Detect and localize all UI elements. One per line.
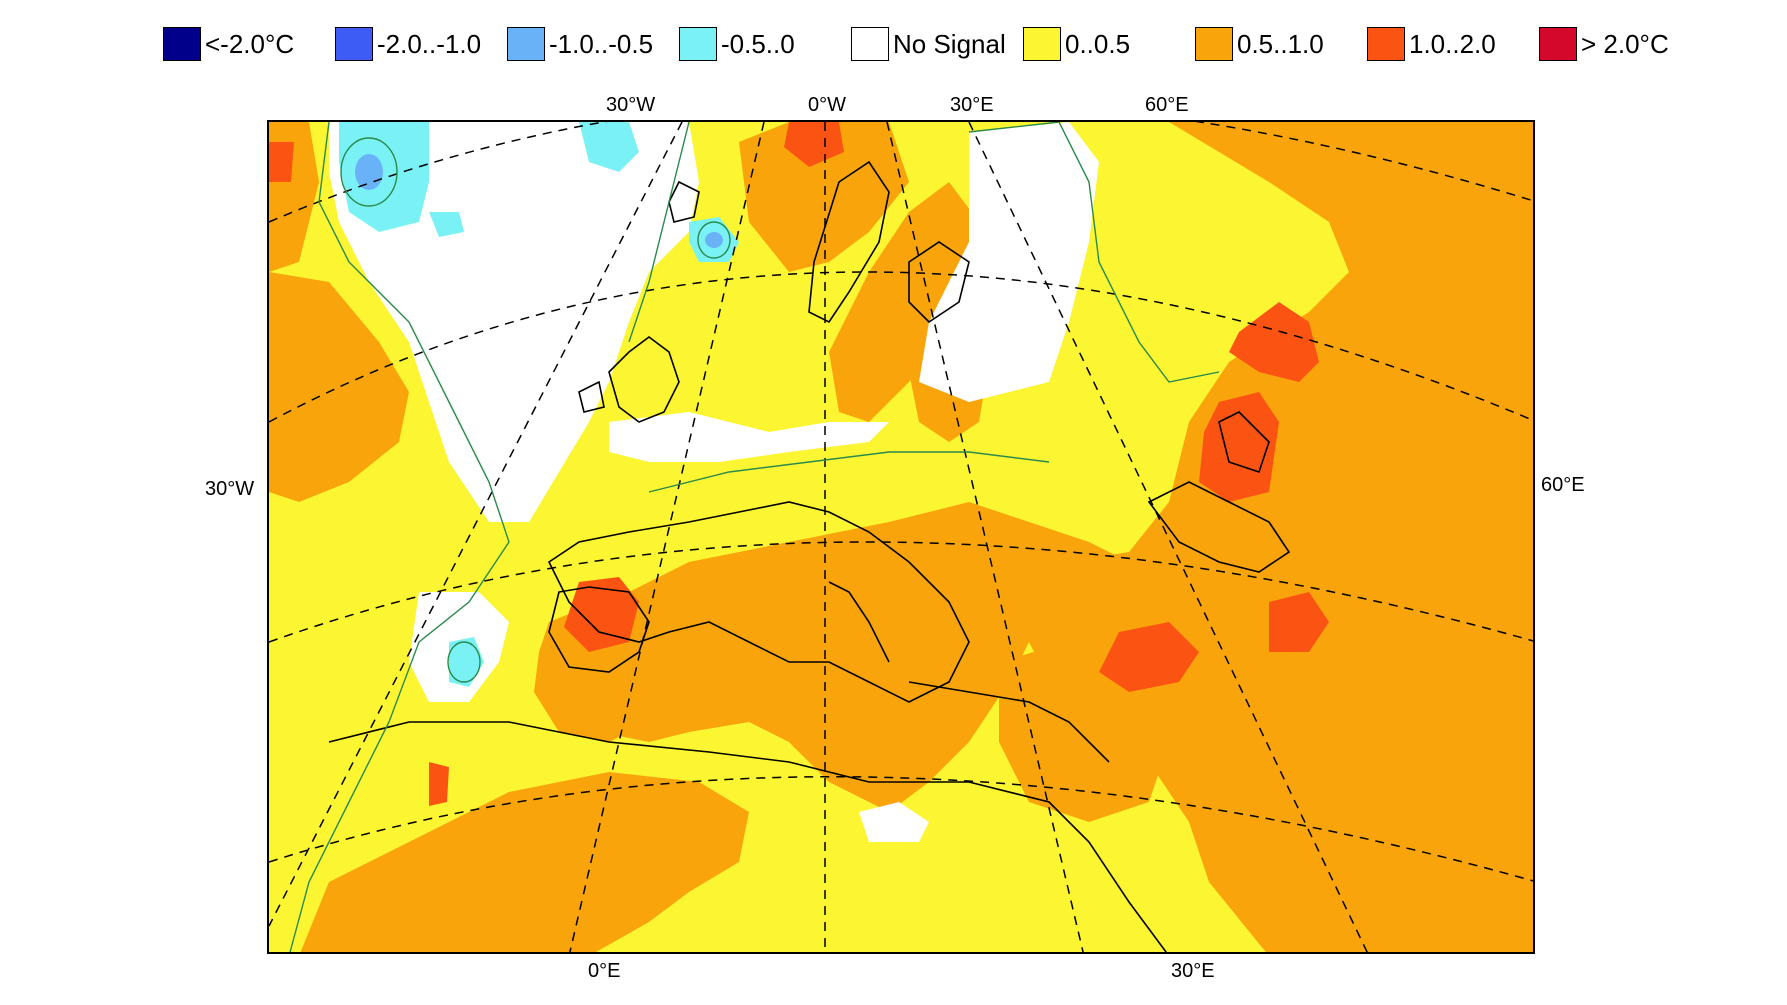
lon-label-0w-top: 0°W: [808, 94, 846, 116]
lat-lon-label-30w-left: 30°W: [205, 478, 255, 500]
legend-label: -0.5..0: [721, 28, 795, 59]
legend-swatch: [1367, 27, 1405, 61]
coastlines: [328, 160, 1291, 952]
legend-item-minus-2-to-minus-1: -2.0..-1.0: [335, 26, 481, 62]
lon-label-30e-top: 30°E: [950, 94, 994, 116]
legend-swatch: [851, 27, 889, 61]
legend-label: 0..0.5: [1065, 28, 1131, 59]
legend-label: -2.0..-1.0: [377, 28, 482, 59]
lon-label-60e-top: 60°E: [1145, 94, 1189, 116]
legend-swatch: [1195, 27, 1233, 61]
legend-label: > 2.0°C: [1581, 28, 1669, 59]
graticule: [269, 122, 1533, 952]
lon-label-30e-bottom: 30°E: [1171, 960, 1215, 982]
map-legend: <-2.0°C -2.0..-1.0 -1.0..-0.5 -0.5..0 No…: [163, 26, 1693, 62]
legend-swatch: [1023, 27, 1061, 61]
legend-swatch: [335, 27, 373, 61]
map-canvas: [269, 122, 1533, 952]
field-no-signal: [329, 122, 1099, 842]
legend-label: No Signal: [893, 28, 1006, 59]
legend-swatch: [679, 27, 717, 61]
legend-item-minus-0-5-to-0: -0.5..0: [679, 26, 795, 62]
legend-item-1-to-2: 1.0..2.0: [1367, 26, 1496, 62]
lon-label-0e-bottom: 0°E: [588, 960, 621, 982]
legend-item-no-signal: No Signal: [851, 26, 1006, 62]
legend-label: 0.5..1.0: [1237, 28, 1324, 59]
legend-label: 1.0..2.0: [1409, 28, 1496, 59]
legend-swatch: [1539, 27, 1577, 61]
legend-label: -1.0..-0.5: [549, 28, 654, 59]
legend-item-lt-minus-2: <-2.0°C: [163, 26, 294, 62]
legend-swatch: [163, 27, 201, 61]
field-1-to-2: [269, 122, 1329, 806]
legend-item-minus-1-to-minus-0-5: -1.0..-0.5: [507, 26, 653, 62]
lon-label-30w-top: 30°W: [606, 94, 656, 116]
legend-label: <-2.0°C: [205, 28, 295, 59]
significance-contours: [289, 122, 1220, 952]
legend-item-gt-2: > 2.0°C: [1539, 26, 1669, 62]
lon-label-60e-right: 60°E: [1541, 474, 1585, 496]
legend-item-0-5-to-1: 0.5..1.0: [1195, 26, 1324, 62]
legend-swatch: [507, 27, 545, 61]
anomaly-map: [267, 120, 1535, 954]
legend-item-0-to-0-5: 0..0.5: [1023, 26, 1130, 62]
